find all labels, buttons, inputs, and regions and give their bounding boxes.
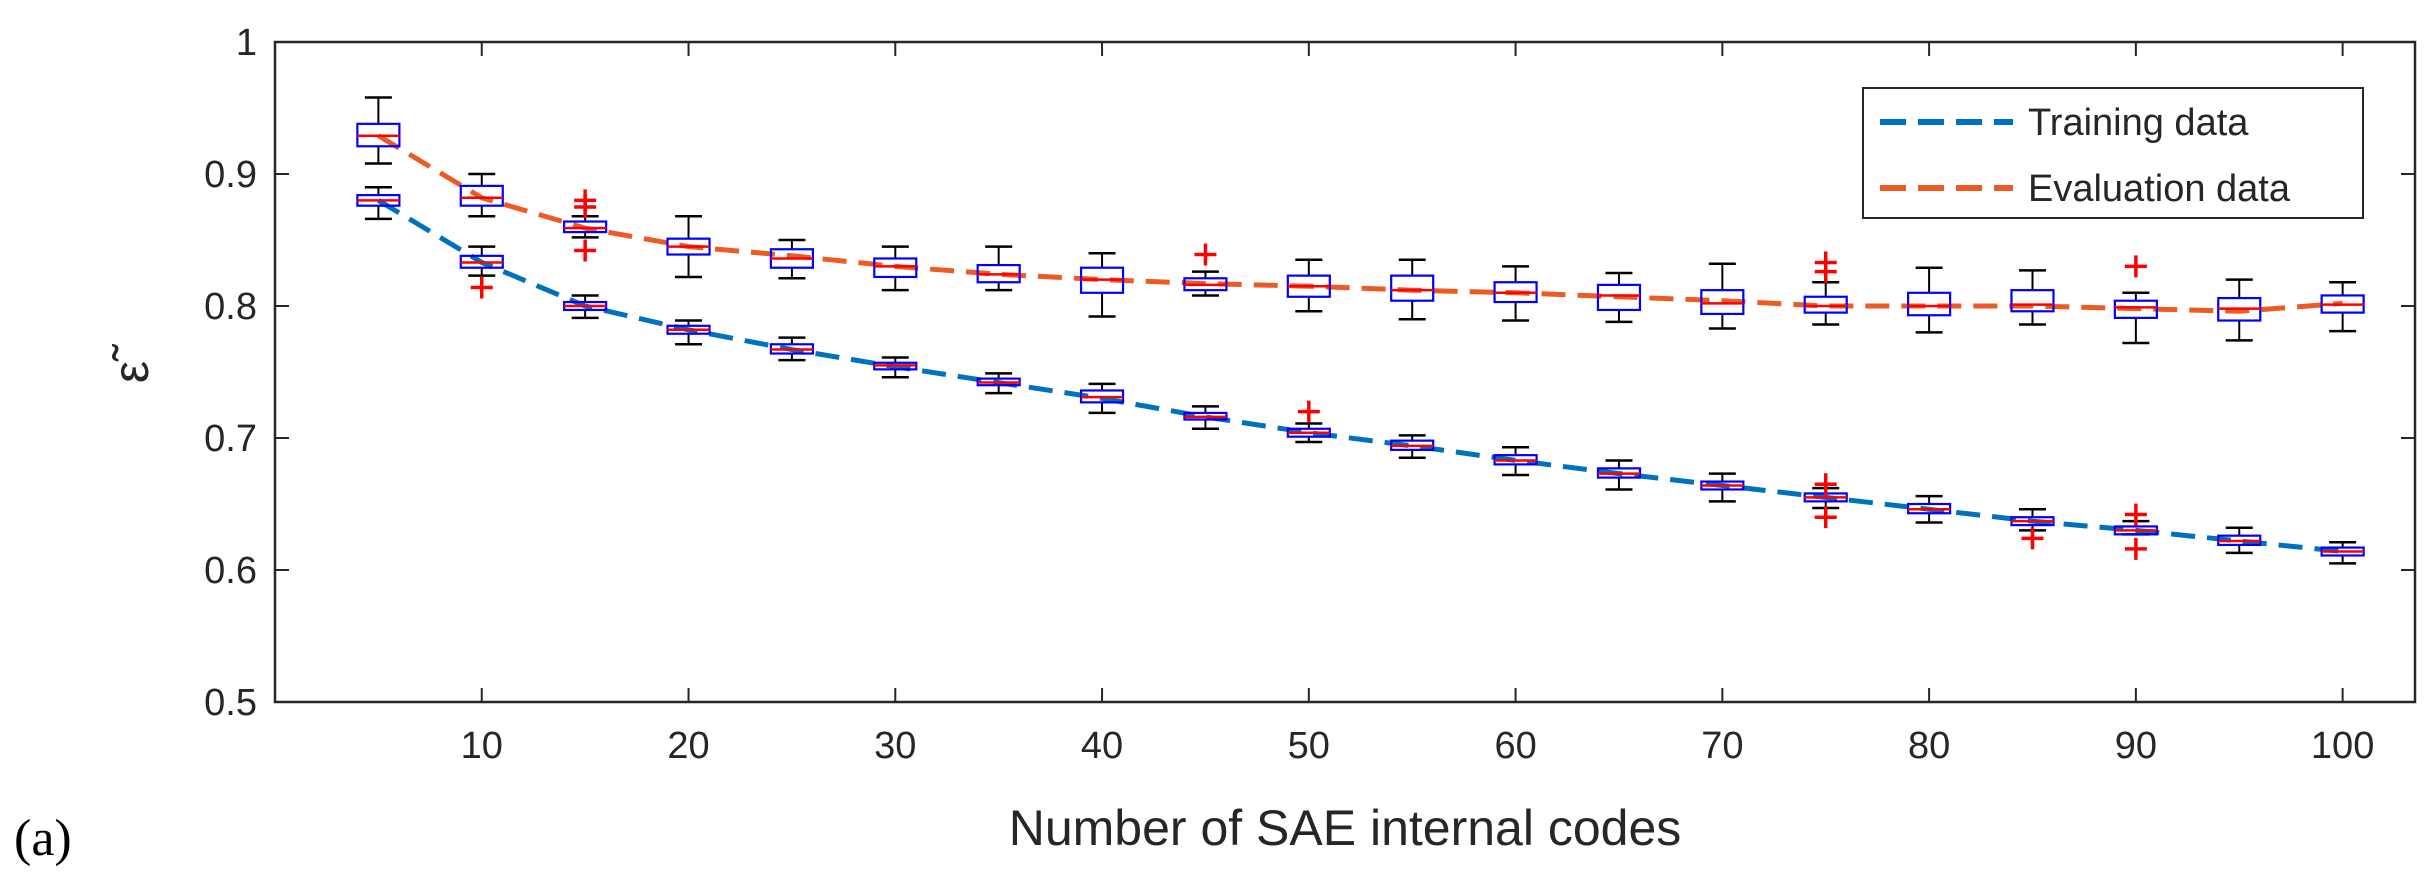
y-tick-label: 0.8 <box>204 286 257 328</box>
outlier-marker <box>1297 400 1320 423</box>
box-training <box>1286 400 1331 444</box>
box-group <box>356 96 2365 565</box>
outlier-marker <box>1194 243 1217 266</box>
box-iqr <box>459 184 504 207</box>
series-mean-lines <box>377 133 2343 554</box>
box-training <box>1907 494 1952 524</box>
box-iqr <box>1803 295 1848 314</box>
box-training <box>1183 405 1228 431</box>
box-evaluation <box>1493 265 1538 322</box>
box-training <box>356 185 401 221</box>
box-evaluation <box>356 96 401 165</box>
box-evaluation <box>1596 271 1642 324</box>
x-tick-label: 20 <box>667 725 709 767</box>
axis-ticks: 10 20 30 40 50 60 70 80 90 100 0.5 0.6 0.7 0.8 0.9 1 <box>204 22 2415 767</box>
box-evaluation <box>873 245 918 292</box>
y-tick-label: 0.6 <box>204 550 257 592</box>
x-tick-label: 90 <box>2115 725 2157 767</box>
outlier-marker <box>2021 527 2044 550</box>
box-evaluation <box>459 172 504 218</box>
box-training <box>1700 472 1745 503</box>
outlier-marker <box>2124 503 2147 526</box>
legend-label-evaluation: Evaluation data <box>2028 168 2291 210</box>
outlier-marker <box>1814 251 1837 274</box>
box-training <box>1079 382 1125 415</box>
legend-box <box>1862 87 2364 219</box>
box-evaluation <box>976 245 1021 292</box>
box-training <box>1596 459 1642 491</box>
box-evaluation <box>2010 269 2055 326</box>
legend-label-training: Training data <box>2028 102 2249 144</box>
box-evaluation <box>563 189 608 262</box>
outlier-marker <box>2124 537 2147 560</box>
x-tick-label: 30 <box>874 725 916 767</box>
box-training <box>1390 434 1435 460</box>
y-tick-label: 1 <box>236 22 257 64</box>
box-evaluation <box>1907 266 1952 334</box>
box-training <box>976 372 1021 395</box>
box-evaluation <box>1183 243 1228 297</box>
y-tick-label: 0.7 <box>204 418 257 460</box>
x-tick-label: 70 <box>1701 725 1743 767</box>
legend: Training data Evaluation data <box>1862 87 2364 219</box>
y-tick-label: 0.5 <box>204 682 257 724</box>
box-iqr <box>563 220 608 234</box>
box-evaluation <box>666 214 711 279</box>
y-tick-label: 0.9 <box>204 154 257 196</box>
box-training <box>459 245 504 299</box>
box-evaluation <box>769 238 815 280</box>
box-training <box>2113 503 2158 560</box>
box-evaluation <box>1286 258 1331 313</box>
box-evaluation <box>2217 278 2262 342</box>
box-iqr <box>1907 291 1952 317</box>
box-evaluation <box>2113 255 2158 345</box>
outlier-marker <box>1814 506 1837 529</box>
box-training <box>769 336 815 362</box>
box-training <box>666 319 711 346</box>
box-training <box>1493 445 1538 477</box>
box-training <box>2217 526 2262 555</box>
box-evaluation <box>1079 251 1125 318</box>
x-tick-label: 40 <box>1081 725 1123 767</box>
x-tick-label: 10 <box>461 725 503 767</box>
box-training <box>563 294 608 320</box>
box-evaluation <box>1390 258 1435 321</box>
box-iqr <box>2010 289 2055 313</box>
x-tick-label: 100 <box>2311 725 2374 767</box>
outlier-marker <box>2124 255 2147 278</box>
x-tick-label: 80 <box>1908 725 1950 767</box>
x-tick-label: 60 <box>1494 725 1536 767</box>
box-iqr <box>1700 289 1745 316</box>
outlier-marker <box>574 189 597 212</box>
box-iqr <box>2113 299 2158 319</box>
box-evaluation <box>2320 280 2365 333</box>
outlier-marker <box>470 276 493 299</box>
box-iqr <box>1596 283 1642 312</box>
box-iqr <box>873 257 918 279</box>
outlier-marker <box>1814 473 1837 496</box>
box-training <box>873 356 918 379</box>
box-evaluation <box>1803 251 1848 326</box>
box-training <box>1803 473 1848 529</box>
x-axis-title: Number of SAE internal codes <box>1009 800 1682 856</box>
outlier-marker <box>574 239 597 262</box>
mean-line-training-data <box>377 198 2343 554</box>
box-iqr <box>1390 274 1435 302</box>
box-training <box>2320 541 2365 565</box>
x-tick-label: 50 <box>1288 725 1330 767</box>
panel-label: (a) <box>14 810 72 867</box>
mean-line-evaluation-data <box>377 133 2343 314</box>
box-evaluation <box>1700 262 1745 330</box>
box-training <box>2010 508 2055 550</box>
